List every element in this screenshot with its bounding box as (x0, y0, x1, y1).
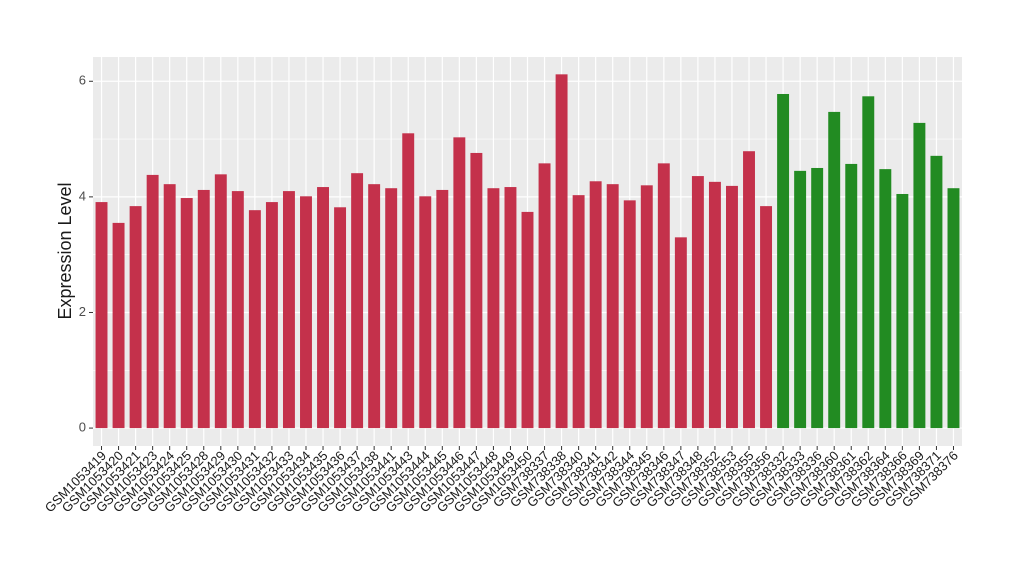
y-tick-label: 0 (79, 420, 86, 435)
bar (640, 185, 653, 429)
bar (811, 167, 824, 429)
bar (930, 155, 943, 429)
bar (862, 96, 875, 429)
bar (572, 195, 585, 429)
bar (845, 163, 858, 429)
bar (538, 163, 551, 429)
bar (402, 133, 415, 429)
bar (470, 152, 483, 429)
bar (504, 187, 517, 429)
bar (794, 170, 807, 429)
y-tick-label: 4 (79, 188, 86, 203)
bar (879, 169, 892, 429)
bar (197, 189, 210, 429)
bar (317, 187, 329, 429)
bar (385, 188, 398, 429)
bar (368, 184, 381, 429)
bar (691, 176, 704, 429)
bar (828, 111, 841, 429)
bar (129, 206, 142, 429)
bar (436, 189, 449, 429)
bar (163, 184, 176, 429)
bar (521, 211, 534, 429)
bar (589, 181, 602, 429)
bar (623, 200, 636, 429)
bar (95, 202, 108, 429)
bar (487, 188, 500, 429)
bar (214, 174, 227, 429)
bar (282, 191, 295, 429)
bar (777, 93, 790, 429)
bar (726, 185, 738, 429)
bar (419, 196, 432, 429)
bar (657, 163, 670, 429)
bar (351, 173, 364, 429)
bar (743, 151, 755, 429)
bar (180, 198, 193, 429)
bar (708, 181, 721, 429)
y-axis-title: Expression Level (55, 182, 75, 319)
bar (112, 222, 125, 429)
bar (334, 207, 347, 429)
y-tick-label: 6 (79, 73, 86, 88)
bar (453, 137, 466, 429)
bar (606, 184, 619, 429)
bar (555, 74, 568, 429)
bar (913, 122, 926, 429)
bar (146, 174, 159, 429)
bar (760, 206, 773, 429)
bar (896, 193, 909, 429)
bar (300, 196, 312, 429)
bar (947, 188, 960, 429)
bar (674, 237, 687, 429)
y-tick-label: 2 (79, 304, 86, 319)
bar (231, 191, 244, 429)
bar (248, 210, 261, 429)
bar (265, 202, 278, 429)
